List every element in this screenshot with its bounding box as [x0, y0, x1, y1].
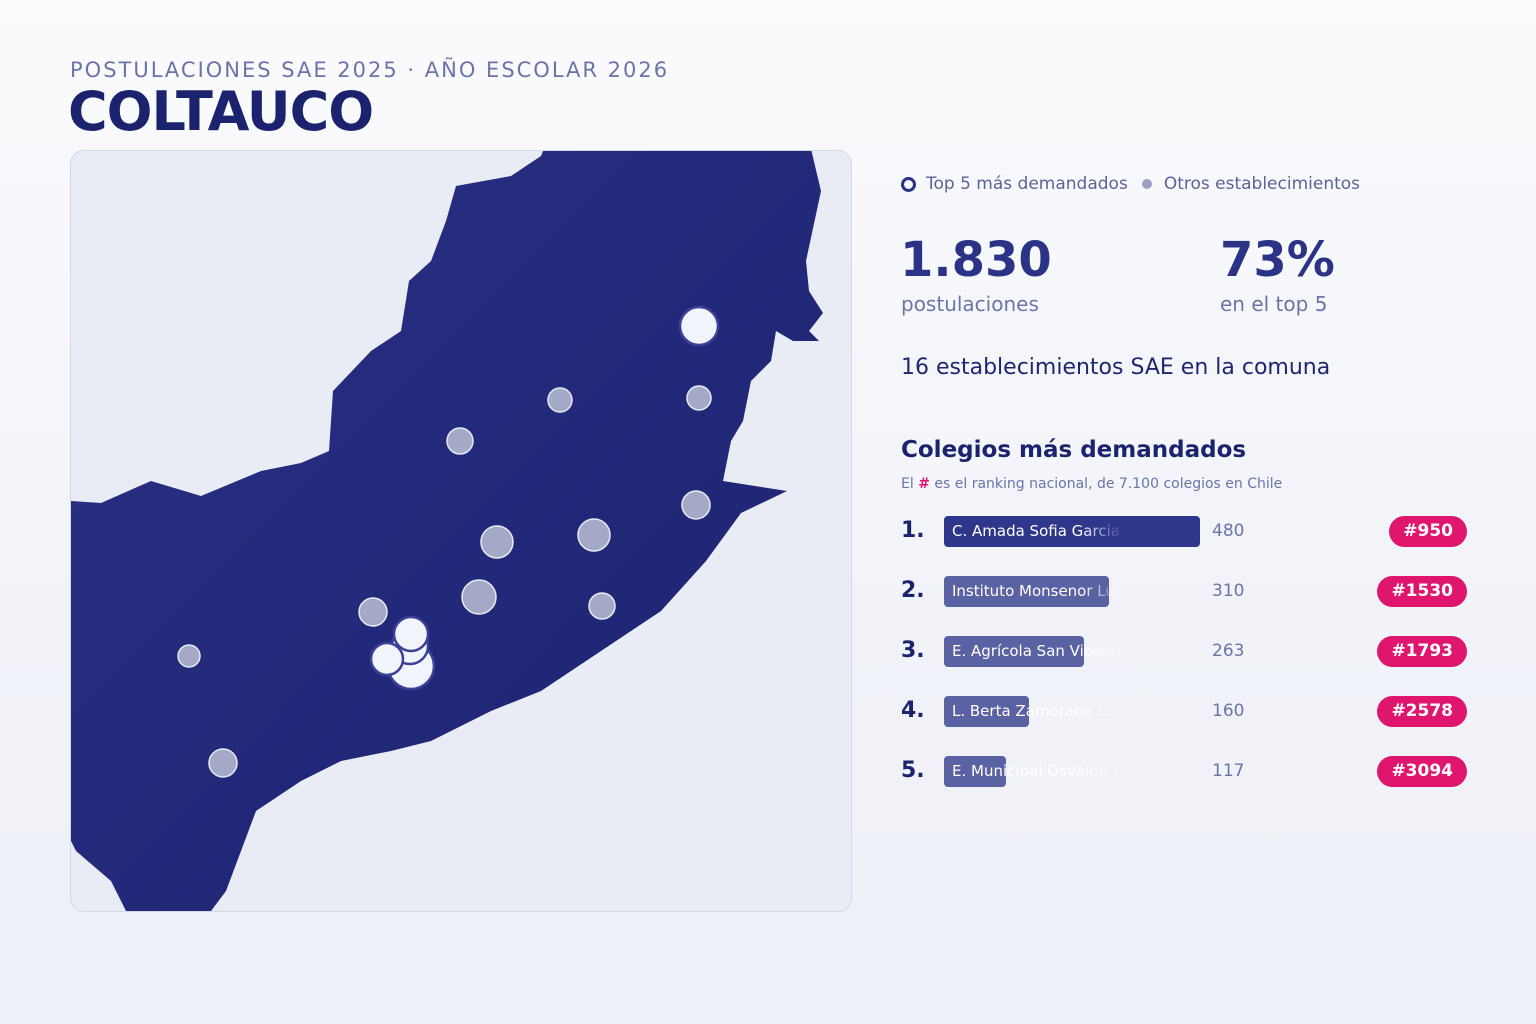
school-name: E. Municipal Osvaldo R — [952, 762, 1123, 780]
demand-bar — [944, 576, 1109, 607]
ranking-note-suffix: es el ranking nacional, de 7.100 colegio… — [934, 476, 1283, 492]
demand-bar — [944, 636, 1084, 667]
demand-bar — [944, 756, 1006, 787]
school-marker[interactable] — [577, 518, 611, 552]
establecimientos-count: 16 establecimientos SAE en la comuna — [901, 355, 1331, 380]
school-marker[interactable] — [547, 387, 573, 413]
page-subtitle: POSTULACIONES SAE 2025 · AÑO ESCOLAR 202… — [70, 58, 670, 82]
ranking-note: El # es el ranking nacional, de 7.100 co… — [901, 476, 1282, 492]
school-marker[interactable] — [177, 644, 201, 668]
ranking-position: 2. — [901, 578, 925, 603]
demand-bar — [944, 696, 1029, 727]
postulaciones-count: 117 — [1212, 761, 1245, 781]
school-name: Instituto Monsenor Luis — [952, 582, 1124, 600]
national-rank-badge: #950 — [1389, 516, 1467, 547]
school-marker[interactable] — [480, 525, 514, 559]
ranking-position: 3. — [901, 638, 925, 663]
top5-school-marker[interactable] — [369, 641, 405, 677]
school-marker[interactable] — [461, 579, 497, 615]
ranking-row[interactable]: 4. L. Berta Zamorano Liza 160 #2578 — [901, 695, 1467, 729]
ranking-row[interactable]: 1. C. Amada Sofia Garcia 480 #950 — [901, 515, 1467, 549]
school-marker[interactable] — [208, 748, 238, 778]
postulaciones-count: 480 — [1212, 521, 1245, 541]
school-marker[interactable] — [686, 385, 712, 411]
ranking-row[interactable]: 5. E. Municipal Osvaldo R 117 #3094 — [901, 755, 1467, 789]
school-name: E. Agrícola San Vicente — [952, 642, 1124, 660]
comuna-map[interactable] — [71, 151, 851, 911]
map-panel[interactable] — [70, 150, 852, 912]
legend-top5-label: Top 5 más demandados — [926, 174, 1128, 194]
top5-school-marker[interactable] — [392, 615, 430, 653]
top5-share-value: 73% — [1220, 232, 1335, 288]
national-rank-badge: #1793 — [1377, 636, 1467, 667]
school-markers — [177, 305, 720, 778]
ranking-position: 1. — [901, 518, 925, 543]
postulaciones-value: 1.830 — [900, 232, 1052, 288]
postulaciones-label: postulaciones — [901, 292, 1039, 316]
top5-share-label: en el top 5 — [1220, 292, 1328, 316]
postulaciones-count: 263 — [1212, 641, 1245, 661]
page-title: COLTAUCO — [68, 80, 374, 143]
ranking-position: 4. — [901, 698, 925, 723]
school-name: L. Berta Zamorano Liza — [952, 702, 1124, 720]
ranking-row[interactable]: 2. Instituto Monsenor Luis 310 #1530 — [901, 575, 1467, 609]
comuna-boundary — [71, 151, 823, 911]
top5-ring-icon — [901, 176, 916, 192]
national-rank-badge: #2578 — [1377, 696, 1467, 727]
postulaciones-count: 310 — [1212, 581, 1245, 601]
school-marker[interactable] — [446, 427, 474, 455]
ranking-note-prefix: El — [901, 476, 914, 492]
ranking-row[interactable]: 3. E. Agrícola San Vicente 263 #1793 — [901, 635, 1467, 669]
school-name: C. Amada Sofia Garcia — [952, 522, 1120, 540]
ranking-title: Colegios más demandados — [901, 437, 1247, 463]
school-marker[interactable] — [681, 490, 711, 520]
postulaciones-count: 160 — [1212, 701, 1245, 721]
top5-school-marker[interactable] — [678, 305, 720, 347]
ranking-position: 5. — [901, 758, 925, 783]
ranking-note-hash: # — [918, 476, 930, 492]
map-legend: Top 5 más demandados Otros establecimien… — [901, 174, 1360, 194]
school-marker[interactable] — [588, 592, 616, 620]
national-rank-badge: #1530 — [1377, 576, 1467, 607]
national-rank-badge: #3094 — [1377, 756, 1467, 787]
demand-bar — [944, 516, 1200, 547]
school-marker[interactable] — [358, 597, 388, 627]
other-dot-icon — [1141, 179, 1152, 189]
legend-others-label: Otros establecimientos — [1163, 174, 1361, 194]
